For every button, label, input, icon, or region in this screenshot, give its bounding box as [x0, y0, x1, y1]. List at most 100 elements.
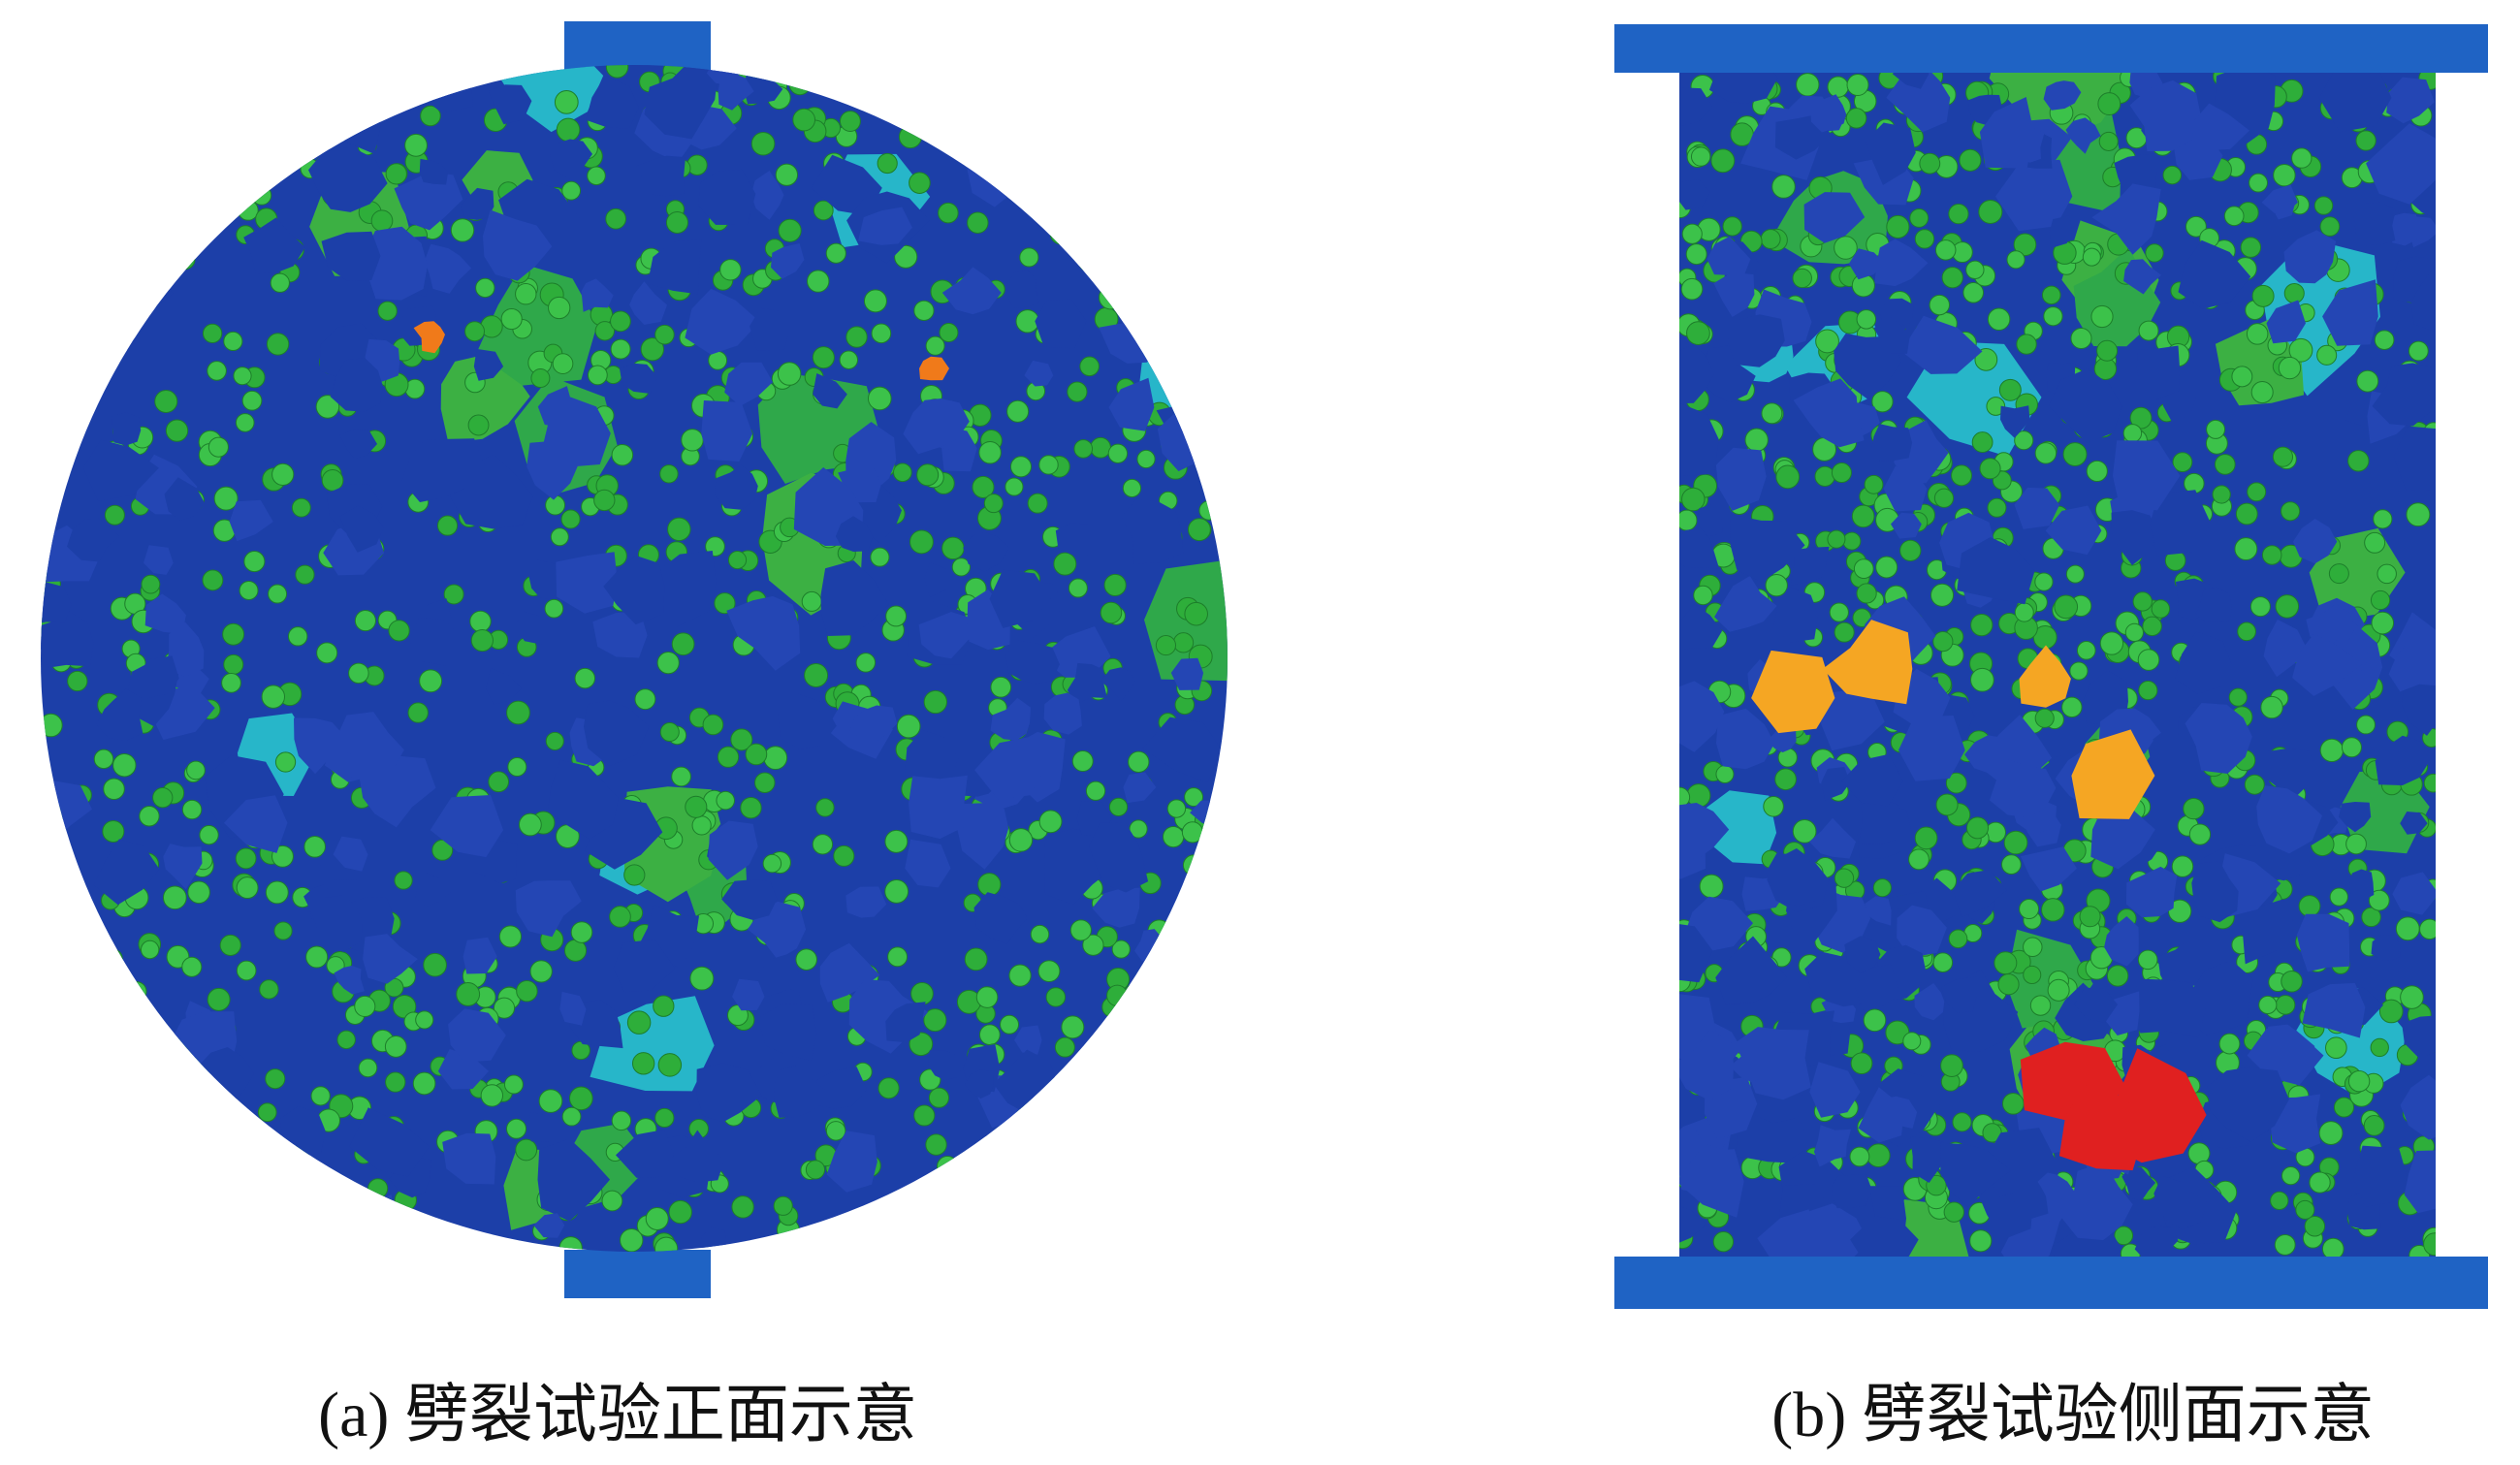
aggregate — [721, 879, 778, 920]
mortar-particle — [2122, 424, 2143, 443]
mortar-particle — [81, 992, 101, 1012]
aggregate — [308, 146, 388, 212]
aggregate — [1820, 686, 1885, 751]
mortar-particle — [268, 584, 288, 604]
mortar-particle — [1138, 990, 1163, 1015]
mortar-particle — [1181, 1193, 1204, 1216]
aggregate — [1810, 94, 1847, 133]
mortar-particle — [2258, 995, 2278, 1015]
aggregate — [1014, 1025, 1042, 1055]
mortar-particle — [223, 653, 244, 675]
crack-zone — [2058, 1077, 2144, 1171]
mortar-particle — [1067, 381, 1088, 402]
aggregate — [2283, 230, 2337, 284]
aggregate — [243, 217, 305, 274]
mortar-particle — [316, 642, 338, 664]
aggregate — [1130, 78, 1175, 112]
aggregate — [241, 1139, 272, 1168]
aggregate — [757, 1003, 817, 1062]
aggregate — [125, 184, 168, 231]
mortar-particle — [1079, 356, 1100, 377]
aggregate — [807, 65, 843, 90]
mortar-particle — [2014, 602, 2034, 622]
aggregate — [1989, 758, 2057, 818]
mortar-particle — [610, 310, 631, 333]
aggregate — [1757, 1209, 1816, 1257]
mortar-particle — [1096, 209, 1118, 231]
mortar-particle — [108, 122, 132, 145]
mortar-particle — [839, 111, 861, 132]
mortar-particle — [2288, 337, 2313, 363]
mortar-particle — [385, 1071, 406, 1093]
mortar-particle — [2079, 906, 2101, 928]
mortar-particle — [2249, 173, 2268, 193]
aggregate — [2296, 913, 2350, 972]
aggregate — [1141, 118, 1186, 161]
aggregate — [1176, 194, 1222, 247]
aggregate — [928, 1050, 964, 1081]
aggregate — [714, 464, 758, 510]
mortar-particle — [593, 489, 616, 512]
mortar-particle — [681, 429, 704, 452]
aggregate — [1802, 1203, 1869, 1257]
mortar-particle — [321, 469, 344, 492]
aggregate — [112, 412, 142, 446]
mortar-particle — [2309, 1171, 2331, 1194]
mortar-particle — [2129, 406, 2153, 430]
mortar-particle — [367, 1178, 389, 1199]
mortar-particle — [335, 1208, 357, 1230]
mortar-particle — [2014, 430, 2034, 451]
aggregate — [2175, 631, 2232, 694]
mortar-particle — [1851, 504, 1875, 528]
mortar-particle — [126, 981, 147, 1003]
mortar-particle — [2419, 918, 2436, 940]
mortar-particle — [1125, 111, 1145, 131]
mortar-particle — [2023, 937, 2043, 958]
aggregate — [1103, 65, 1173, 137]
aggregate — [1813, 1125, 1851, 1167]
aggregate — [1205, 130, 1228, 168]
mortar-particle — [1792, 819, 1817, 844]
mortar-particle — [162, 885, 187, 910]
mortar-particle — [116, 206, 140, 229]
mortar-particle — [470, 628, 494, 653]
mortar-particle — [219, 934, 241, 956]
mortar-particle — [1934, 239, 1957, 261]
mortar-particle — [2313, 196, 2334, 215]
mortar-particle — [928, 1087, 950, 1108]
aggregate — [1035, 299, 1087, 349]
mortar-particle — [98, 111, 120, 133]
mortar-particle — [978, 1024, 1001, 1046]
aggregate — [2104, 916, 2139, 967]
mortar-particle — [2250, 381, 2274, 404]
mortar-particle — [103, 948, 123, 969]
mortar-particle — [1909, 207, 1930, 228]
mortar-particle — [2214, 454, 2236, 475]
aggregate — [97, 1073, 152, 1138]
mortar-particle — [2137, 649, 2160, 671]
mortar-particle — [1970, 614, 1994, 637]
mortar-particle — [503, 1074, 524, 1095]
aggregate — [1679, 87, 1713, 127]
mortar-particle — [166, 1088, 187, 1109]
aggregate — [542, 396, 611, 467]
mortar-particle — [1009, 456, 1033, 478]
mortar-particle — [431, 839, 454, 861]
mortar-particle — [1205, 166, 1225, 185]
aggregate — [96, 688, 144, 742]
mortar-particle — [1856, 583, 1877, 604]
mortar-particle — [2188, 823, 2212, 845]
mortar-particle — [530, 368, 551, 389]
aggregate — [990, 697, 1031, 741]
aggregate — [616, 1130, 674, 1178]
aggregate — [1679, 681, 1725, 752]
mortar-particle — [46, 133, 65, 152]
mortar-particle — [214, 1142, 234, 1162]
aggregate — [858, 207, 912, 245]
mortar-particle — [554, 90, 579, 114]
aggregate — [924, 562, 953, 597]
aggregate — [1707, 236, 1751, 275]
aggregate — [629, 281, 667, 325]
mortar-particle — [2006, 250, 2026, 270]
aggregate — [339, 505, 384, 553]
